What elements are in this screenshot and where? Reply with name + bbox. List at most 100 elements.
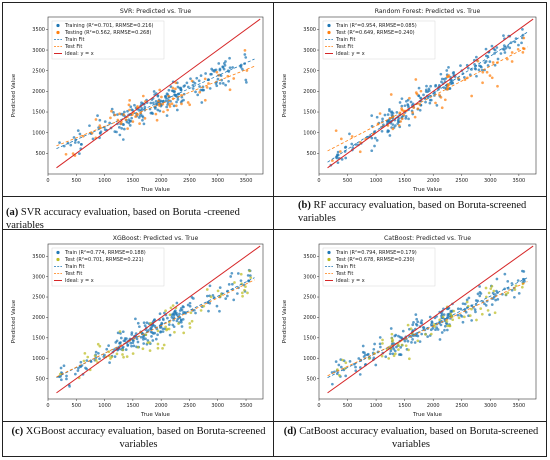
test-point bbox=[168, 313, 172, 317]
train-point bbox=[164, 99, 168, 103]
train-point bbox=[228, 66, 232, 70]
train-point bbox=[195, 76, 199, 80]
x-tick-label: 1000 bbox=[98, 178, 111, 184]
train-point bbox=[221, 82, 225, 85]
train-point bbox=[470, 319, 474, 322]
test-point bbox=[173, 330, 176, 334]
test-point bbox=[125, 355, 129, 358]
test-point bbox=[156, 329, 160, 333]
y-tick-label: 3000 bbox=[303, 48, 316, 54]
test-point bbox=[434, 101, 437, 105]
test-point bbox=[216, 289, 220, 293]
train-point bbox=[495, 277, 499, 281]
train-point bbox=[140, 107, 144, 110]
train-point bbox=[484, 54, 488, 58]
train-point bbox=[358, 366, 362, 369]
legend-label: Train (R²=0.954, RRMSE=0.085) bbox=[335, 23, 417, 29]
train-point bbox=[178, 312, 181, 316]
test-point bbox=[128, 108, 131, 112]
train-point bbox=[244, 78, 248, 82]
test-point bbox=[479, 307, 483, 311]
train-point bbox=[499, 52, 503, 55]
train-point bbox=[479, 65, 483, 68]
train-point bbox=[388, 352, 392, 356]
y-tick-label: 500 bbox=[306, 376, 316, 382]
train-point bbox=[228, 56, 231, 60]
train-point bbox=[214, 68, 218, 72]
legend-marker bbox=[56, 30, 60, 35]
train-point bbox=[426, 96, 430, 100]
train-point bbox=[224, 60, 227, 63]
legend-marker bbox=[327, 250, 331, 255]
y-tick-label: 500 bbox=[35, 376, 45, 382]
test-point bbox=[463, 315, 466, 319]
train-point bbox=[173, 90, 176, 94]
train-point bbox=[218, 67, 222, 71]
train-point bbox=[108, 121, 111, 125]
train-point bbox=[227, 79, 230, 83]
train-point bbox=[179, 86, 183, 90]
caption-c: (c) XGBoost accuracy evaluation, based o… bbox=[11, 426, 266, 450]
test-point bbox=[96, 342, 100, 346]
test-point bbox=[446, 324, 450, 328]
test-point bbox=[344, 361, 348, 365]
test-point bbox=[468, 314, 472, 317]
train-point bbox=[395, 111, 399, 114]
y-tick-label: 2500 bbox=[32, 295, 45, 301]
train-point bbox=[248, 274, 252, 278]
train-point bbox=[78, 132, 82, 136]
test-point bbox=[510, 60, 514, 63]
train-point bbox=[398, 335, 402, 339]
test-point bbox=[171, 304, 175, 307]
train-point bbox=[128, 123, 132, 127]
legend-label: Test (R²=0.678, RRMSE=0.230) bbox=[335, 257, 415, 263]
train-point bbox=[421, 326, 425, 329]
test-point bbox=[244, 285, 247, 288]
train-point bbox=[126, 109, 129, 113]
train-point bbox=[415, 317, 419, 321]
test-point bbox=[141, 347, 145, 351]
legend-marker bbox=[327, 257, 331, 262]
train-point bbox=[488, 60, 492, 63]
test-point bbox=[240, 291, 244, 295]
train-point bbox=[105, 347, 109, 351]
test-point bbox=[164, 325, 167, 329]
train-point bbox=[420, 319, 424, 322]
ideal-line bbox=[327, 18, 534, 169]
test-point bbox=[168, 105, 172, 108]
y-tick-label: 1000 bbox=[303, 356, 316, 362]
train-point bbox=[139, 335, 143, 339]
train-point bbox=[375, 115, 379, 119]
train-point bbox=[186, 303, 190, 307]
test-point bbox=[82, 359, 86, 363]
train-point bbox=[208, 87, 212, 90]
legend-label: Test (R²=0.701, RRMSE=0.221) bbox=[64, 257, 144, 263]
test-point bbox=[174, 81, 178, 85]
train-point bbox=[145, 321, 149, 325]
train-point bbox=[510, 288, 514, 292]
train-point bbox=[427, 87, 431, 91]
train-fit-line bbox=[56, 58, 255, 150]
train-point bbox=[429, 84, 432, 88]
train-point bbox=[199, 74, 203, 77]
train-point bbox=[117, 125, 121, 129]
train-point bbox=[121, 345, 125, 349]
legend-marker bbox=[56, 257, 60, 262]
test-fit-line bbox=[327, 281, 528, 377]
train-point bbox=[76, 129, 80, 132]
train-point bbox=[121, 138, 125, 141]
train-point bbox=[59, 374, 62, 378]
test-point bbox=[424, 333, 427, 336]
test-point bbox=[448, 324, 452, 328]
train-point bbox=[167, 88, 171, 92]
test-point bbox=[470, 94, 474, 98]
train-point bbox=[502, 34, 505, 37]
panel-divider-row2-caption bbox=[2, 421, 547, 422]
test-point bbox=[131, 352, 135, 355]
legend-label: Train Fit bbox=[335, 264, 355, 270]
train-point bbox=[484, 60, 488, 63]
train-point bbox=[357, 357, 361, 360]
train-point bbox=[468, 73, 472, 77]
chart-title: XGBoost: Predicted vs. True bbox=[113, 235, 199, 242]
train-point bbox=[131, 341, 135, 345]
